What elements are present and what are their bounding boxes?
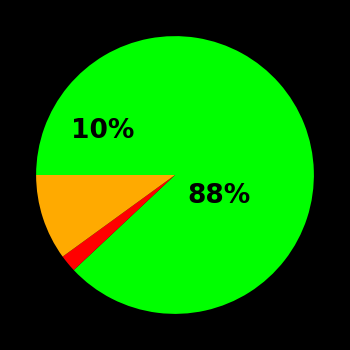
Text: 10%: 10% xyxy=(71,118,134,144)
Text: 88%: 88% xyxy=(188,183,251,209)
Wedge shape xyxy=(36,175,175,257)
Wedge shape xyxy=(36,36,314,314)
Wedge shape xyxy=(63,175,175,270)
